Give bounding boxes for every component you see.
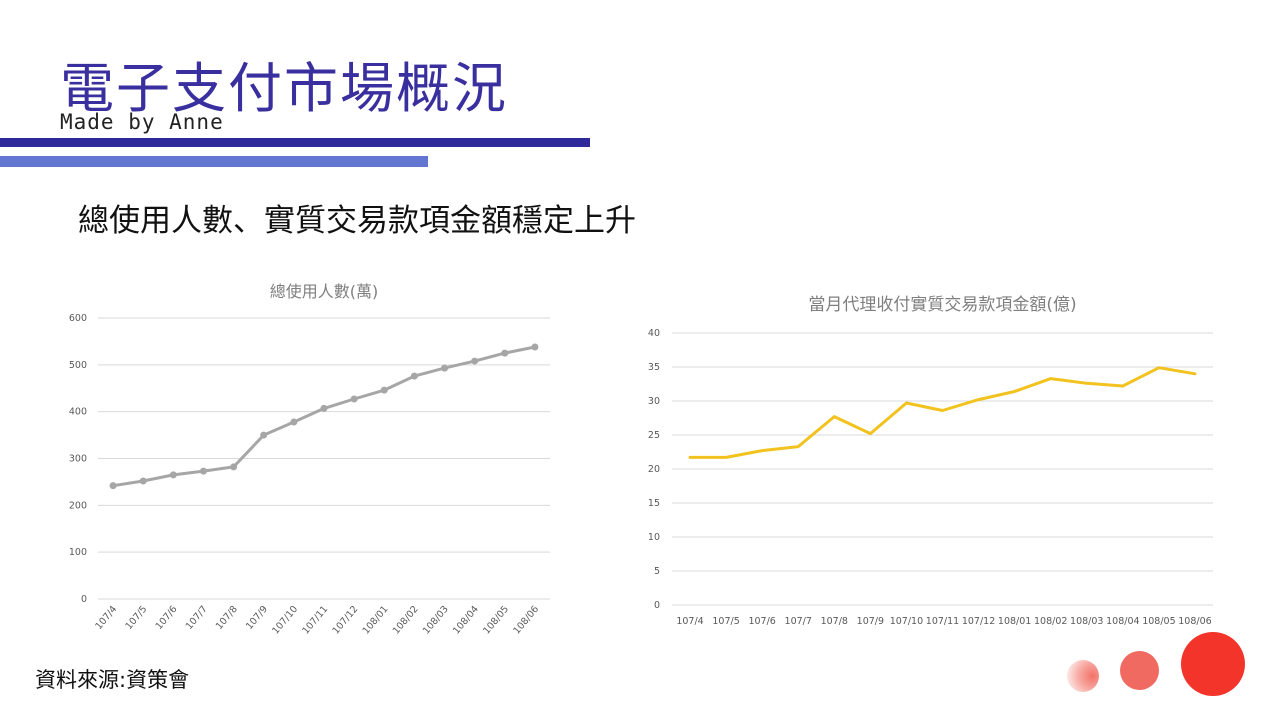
y-tick-label: 35 xyxy=(648,362,660,373)
x-tick-label: 108/02 xyxy=(391,604,421,637)
y-tick-label: 200 xyxy=(69,500,87,511)
page-title: 電子支付市場概況 xyxy=(60,57,508,120)
data-point xyxy=(380,386,388,394)
source-note: 資料來源:資策會 xyxy=(35,668,190,692)
x-tick-label: 107/6 xyxy=(748,616,775,627)
accent-bar-light xyxy=(0,156,428,167)
x-tick-label: 107/7 xyxy=(785,616,812,627)
data-point xyxy=(471,357,479,365)
data-point xyxy=(260,431,268,439)
y-tick-label: 500 xyxy=(69,360,87,371)
x-tick-label: 107/5 xyxy=(712,616,739,627)
x-tick-label: 107/11 xyxy=(300,604,330,637)
headline: 總使用人數、實質交易款項金額穩定上升 xyxy=(78,203,636,239)
data-point xyxy=(320,404,328,412)
x-tick-label: 107/8 xyxy=(214,604,240,632)
y-tick-label: 600 xyxy=(69,313,87,324)
decor-circle-large xyxy=(1181,632,1245,696)
y-tick-label: 400 xyxy=(69,407,87,418)
chart-title: 當月代理收付實質交易款項金額(億) xyxy=(808,295,1076,315)
x-tick-label: 107/4 xyxy=(676,616,703,627)
x-tick-label: 108/05 xyxy=(481,604,511,637)
x-tick-label: 107/10 xyxy=(890,616,923,627)
series-line xyxy=(111,345,537,488)
y-tick-label: 0 xyxy=(654,600,660,611)
x-tick-label: 107/7 xyxy=(184,604,210,632)
x-tick-label: 108/01 xyxy=(998,616,1031,627)
x-tick-label: 107/6 xyxy=(154,604,180,632)
data-point xyxy=(109,482,117,490)
y-tick-label: 10 xyxy=(648,532,660,543)
y-tick-label: 300 xyxy=(69,454,87,465)
y-tick-label: 25 xyxy=(648,430,660,441)
y-tick-label: 0 xyxy=(81,594,87,605)
x-tick-label: 107/9 xyxy=(244,604,270,632)
x-tick-label: 107/8 xyxy=(821,616,848,627)
data-point xyxy=(441,364,449,372)
page-subtitle: Made by Anne xyxy=(60,110,224,134)
decor-circle-small xyxy=(1067,660,1099,692)
data-point xyxy=(169,471,177,479)
x-tick-label: 108/03 xyxy=(421,604,451,637)
accent-bar-dark xyxy=(0,138,590,147)
x-tick-label: 108/05 xyxy=(1142,616,1175,627)
series-line xyxy=(688,366,1197,459)
x-tick-label: 108/02 xyxy=(1034,616,1067,627)
transaction-amount-line-chart: 當月代理收付實質交易款項金額(億) 0 5 10 15 20 25 30 35 40 107/4 10… xyxy=(648,295,1213,627)
data-point xyxy=(531,343,539,351)
x-tick-label: 107/10 xyxy=(270,604,300,637)
y-tick-label: 30 xyxy=(648,396,660,407)
y-tick-label: 20 xyxy=(648,464,660,475)
x-tick-label: 108/04 xyxy=(451,604,481,637)
x-tick-label: 107/12 xyxy=(331,604,361,637)
x-tick-label: 108/04 xyxy=(1106,616,1139,627)
x-tick-label: 108/01 xyxy=(361,604,391,637)
x-tick-label: 107/12 xyxy=(962,616,995,627)
data-point xyxy=(199,467,207,475)
x-tick-label: 107/5 xyxy=(123,604,149,632)
x-tick-label: 107/11 xyxy=(926,616,959,627)
x-tick-label: 107/9 xyxy=(857,616,884,627)
data-point xyxy=(501,349,509,357)
x-tick-label: 108/03 xyxy=(1070,616,1103,627)
decor-circle-medium xyxy=(1120,651,1159,690)
data-point xyxy=(290,418,298,426)
data-point xyxy=(350,395,358,403)
x-tick-label: 107/4 xyxy=(93,604,119,632)
data-point xyxy=(139,477,147,485)
y-tick-label: 15 xyxy=(648,498,660,509)
x-tick-label: 108/06 xyxy=(511,604,541,637)
y-tick-label: 40 xyxy=(648,328,660,339)
y-tick-label: 100 xyxy=(69,547,87,558)
chart-title: 總使用人數(萬) xyxy=(270,282,379,301)
data-point xyxy=(230,463,238,471)
y-tick-label: 5 xyxy=(654,566,660,577)
x-tick-label: 108/06 xyxy=(1178,616,1211,627)
data-point xyxy=(410,372,418,380)
